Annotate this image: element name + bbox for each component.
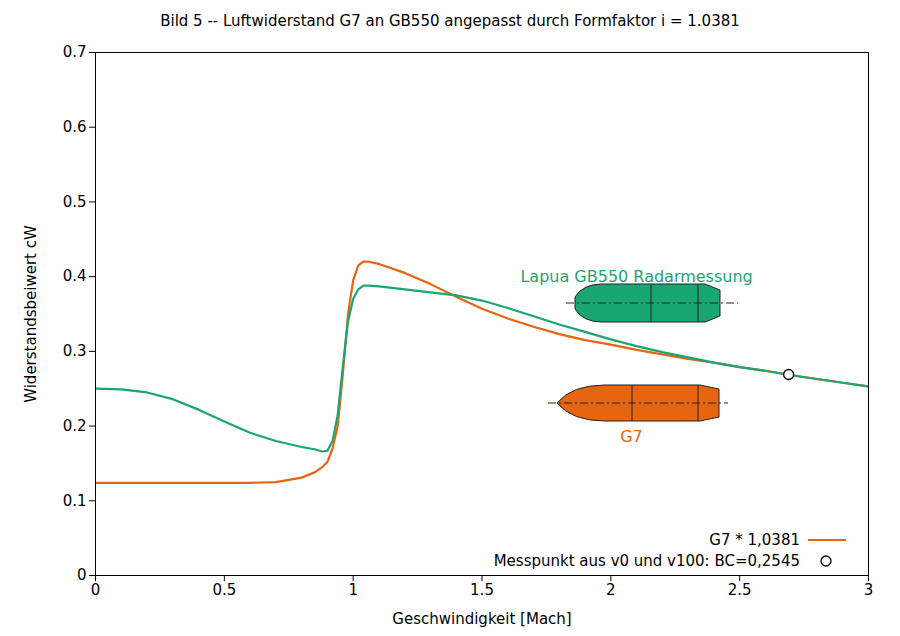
svg-text:2.5: 2.5 [728,581,752,599]
svg-text:Widerstandsbeiwert cW: Widerstandsbeiwert cW [22,225,40,403]
svg-text:0.4: 0.4 [63,267,87,285]
svg-text:0.6: 0.6 [63,118,87,136]
svg-text:0: 0 [91,581,101,599]
svg-text:0.2: 0.2 [63,417,87,435]
svg-text:G7 * 1,0381: G7 * 1,0381 [709,531,800,549]
svg-text:1.5: 1.5 [470,581,494,599]
svg-text:G7: G7 [620,427,643,446]
svg-text:0.7: 0.7 [63,43,87,61]
svg-text:2: 2 [606,581,616,599]
svg-text:Messpunkt aus v0 und v100: BC=: Messpunkt aus v0 und v100: BC=0,2545 [494,552,800,570]
svg-text:0.1: 0.1 [63,492,87,510]
svg-text:1: 1 [348,581,358,599]
svg-text:3: 3 [864,581,874,599]
svg-text:0.5: 0.5 [63,193,87,211]
svg-text:Bild 5 -- Luftwiderstand G7 an: Bild 5 -- Luftwiderstand G7 an GB550 ang… [160,12,740,30]
svg-text:0: 0 [77,566,87,584]
svg-text:Geschwindigkeit [Mach]: Geschwindigkeit [Mach] [392,610,571,628]
svg-text:0.5: 0.5 [212,581,236,599]
svg-text:0.3: 0.3 [63,342,87,360]
svg-text:Lapua GB550 Radarmessung: Lapua GB550 Radarmessung [520,267,752,286]
